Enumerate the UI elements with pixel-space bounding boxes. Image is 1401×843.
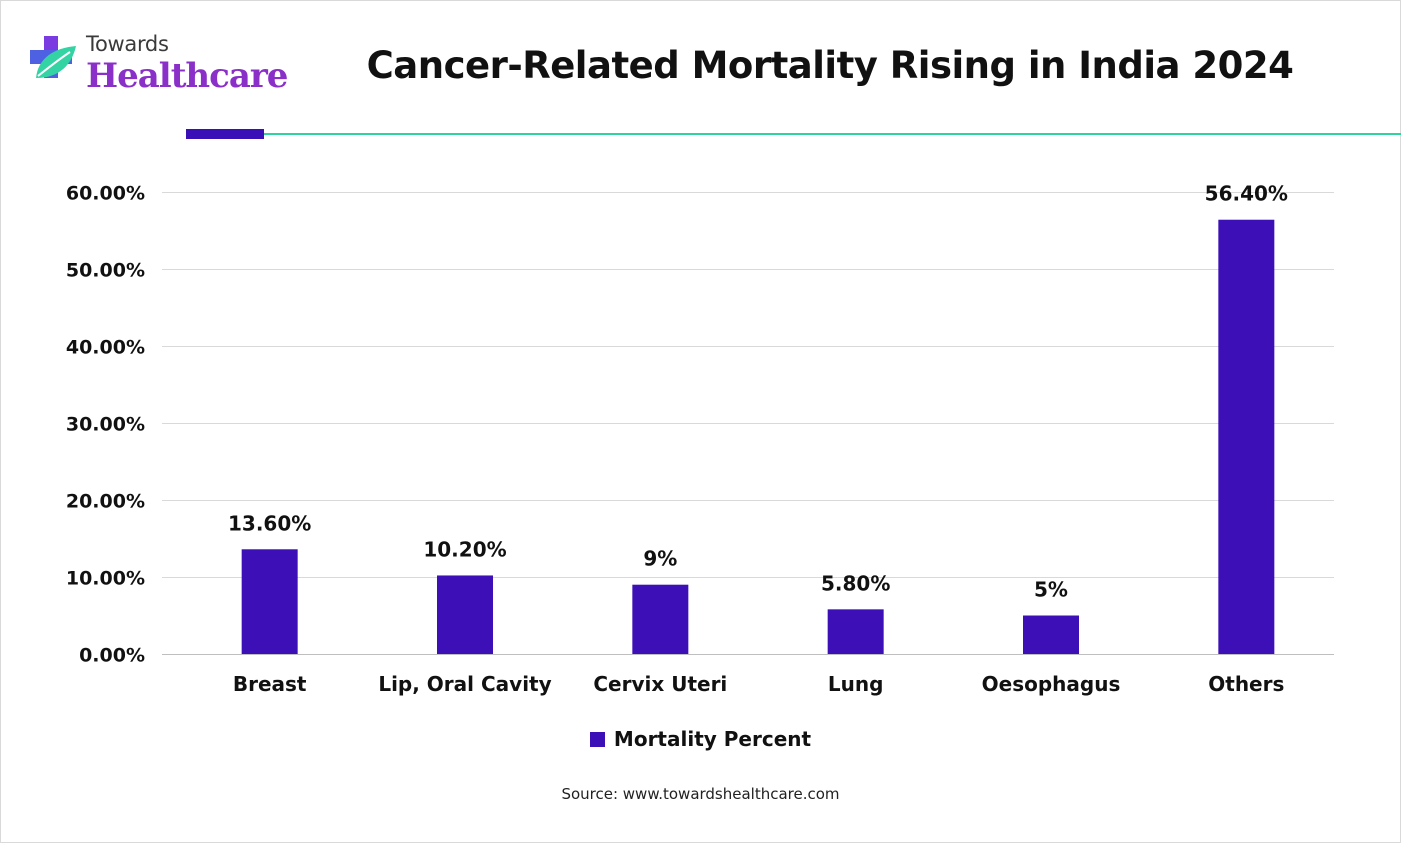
x-category-label: Cervix Uteri (593, 672, 727, 696)
y-tick-label: 40.00% (66, 337, 145, 359)
bars (241, 219, 1275, 654)
source-note: Source: www.towardshealthcare.com (561, 785, 840, 803)
y-axis-ticks: 0.00% 10.00% 20.00% 30.00% 40.00% 50.00% 60.00… (66, 183, 145, 667)
data-label: 9% (643, 547, 677, 571)
bar (241, 549, 298, 654)
logo: Towards Healthcare (28, 30, 288, 100)
bar (437, 575, 493, 654)
title-underline-accent (186, 129, 264, 139)
chart-title: Cancer-Related Mortality Rising in India… (366, 44, 1294, 87)
x-category-label: Lip, Oral Cavity (378, 672, 551, 696)
data-label: 13.60% (228, 511, 311, 535)
legend: Mortality Percent (0, 727, 1401, 751)
logo-main-text: Healthcare (86, 56, 288, 96)
x-category-label: Lung (828, 672, 884, 696)
legend-swatch (589, 731, 605, 747)
y-tick-label: 0.00% (79, 645, 145, 667)
data-label: 5% (1034, 578, 1068, 602)
data-label: 10.20% (423, 537, 506, 561)
title-underline (186, 129, 1401, 139)
bar (1023, 615, 1079, 654)
legend-label: Mortality Percent (613, 727, 812, 751)
y-tick-label: 50.00% (66, 260, 145, 282)
x-category-label: Others (1208, 672, 1284, 696)
y-tick-label: 10.00% (66, 568, 145, 590)
gridlines (162, 192, 1334, 655)
data-label: 5.80% (821, 571, 890, 595)
x-axis-categories: Breast Lip, Oral Cavity Cervix Uteri Lung Oe… (233, 672, 1285, 696)
title-underline-line (264, 133, 1401, 135)
bar (1218, 219, 1275, 654)
y-tick-label: 60.00% (66, 183, 145, 205)
data-label: 56.40% (1205, 182, 1288, 206)
bar (827, 609, 884, 654)
y-tick-label: 20.00% (66, 491, 145, 513)
health-cross-leaf-icon (30, 36, 76, 78)
logo-top-text: Towards (86, 32, 169, 56)
bar (632, 584, 689, 654)
y-tick-label: 30.00% (66, 414, 145, 436)
data-labels: 13.60% 10.20% 9% 5.80% 5% 56.40% (228, 182, 1288, 602)
x-category-label: Oesophagus (982, 672, 1121, 696)
x-category-label: Breast (233, 672, 307, 696)
